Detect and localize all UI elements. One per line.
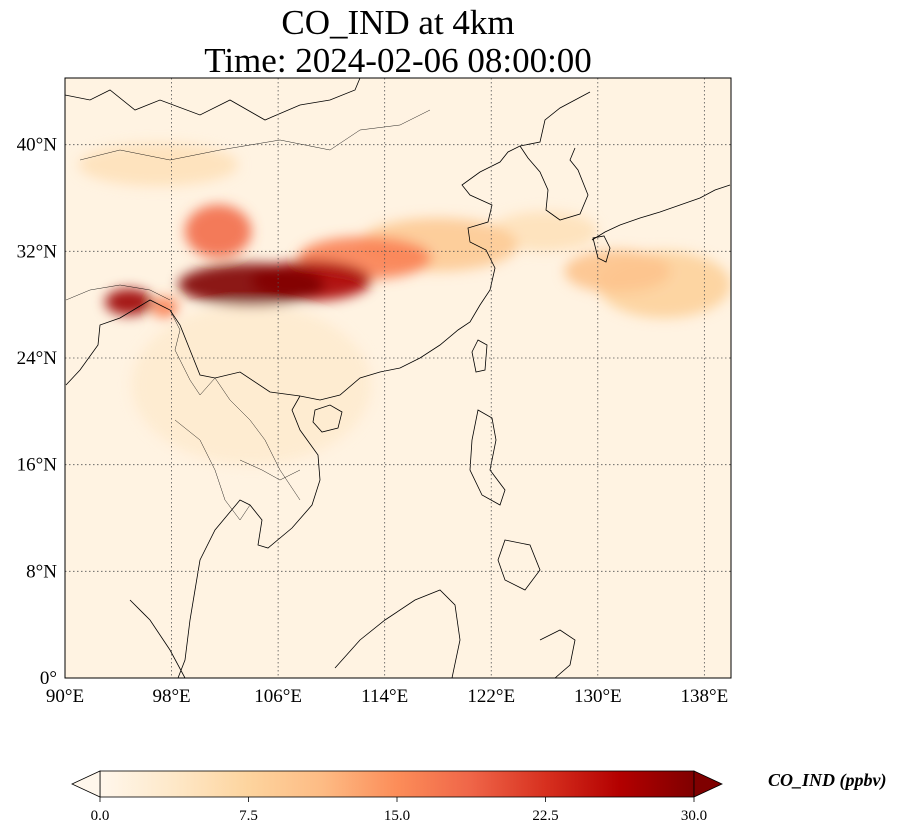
plume-10 — [104, 288, 153, 316]
coastline-taiwan — [471, 339, 488, 373]
plume-8 — [184, 204, 252, 258]
lon-tick-label: 106°E — [254, 686, 302, 707]
colorbar-tick-label: 30.0 — [681, 808, 707, 824]
colorbar-ticks: 0.0 7.5 15.0 22.5 30.0 — [91, 797, 707, 824]
colorbar-tick-label: 7.5 — [239, 808, 258, 824]
lat-tick-label: 0° — [40, 668, 57, 689]
plume-0 — [131, 304, 372, 465]
chart-subtitle-time: Time: 2024-02-06 08:00:00 — [204, 41, 592, 80]
lat-tick-label: 32°N — [17, 241, 58, 262]
gridlines — [65, 78, 731, 678]
coastline-sumatra — [129, 599, 186, 678]
colorbar-tick-label: 15.0 — [384, 808, 410, 824]
axis-ticks: 90°E 98°E 106°E 114°E 122°E 130°E 138°E 0° 8°N 16… — [17, 135, 729, 707]
colorbar-extend-max — [693, 770, 723, 798]
border-cambodia — [239, 459, 301, 481]
colorbar-tick-label: 0.0 — [91, 808, 110, 824]
lon-tick-label: 130°E — [574, 686, 622, 707]
border-india-tibet — [65, 284, 171, 301]
coastlines — [65, 78, 731, 678]
coastline-japan-kyushu — [592, 235, 611, 263]
coastline-china — [65, 91, 591, 401]
border-mongolia — [79, 109, 431, 161]
lon-tick-label: 122°E — [467, 686, 515, 707]
lon-tick-label: 138°E — [681, 686, 729, 707]
plume-5 — [564, 250, 672, 293]
coastline-sulawesi — [539, 629, 576, 678]
coastline-hainan — [312, 404, 343, 433]
border-thailand — [174, 419, 251, 521]
plume-2 — [491, 211, 598, 252]
concentration-field — [78, 143, 731, 465]
lat-tick-label: 8°N — [26, 561, 57, 582]
country-borders — [65, 109, 431, 521]
lat-tick-label: 24°N — [17, 348, 58, 369]
lat-tick-label: 40°N — [17, 135, 58, 156]
coastline-luzon — [469, 409, 506, 506]
coastline-borneo — [334, 589, 461, 678]
lon-tick-label: 114°E — [361, 686, 408, 707]
colorbar-gradient — [99, 770, 695, 798]
map-frame — [64, 77, 732, 679]
coastline-north — [65, 78, 361, 121]
chart-title: CO_IND at 4km — [281, 3, 515, 42]
coastline-indochina — [177, 395, 321, 678]
colorbar: 0.0 7.5 15.0 22.5 30.0 — [71, 770, 723, 824]
border-laos-vietnam — [214, 377, 301, 501]
plume-11 — [178, 263, 325, 306]
lon-tick-label: 90°E — [46, 686, 84, 707]
colorbar-label: CO_IND (ppbv) — [768, 770, 887, 790]
colorbar-tick-label: 22.5 — [532, 808, 558, 824]
coastline-japan — [591, 184, 731, 241]
colorbar-extend-min — [71, 770, 101, 798]
border-china-myanmar — [169, 309, 216, 396]
coastline-mindanao — [497, 539, 541, 591]
coastline-korea — [519, 145, 589, 221]
lat-tick-label: 16°N — [17, 455, 58, 476]
plume-1 — [78, 143, 239, 187]
lon-tick-label: 98°E — [152, 686, 190, 707]
